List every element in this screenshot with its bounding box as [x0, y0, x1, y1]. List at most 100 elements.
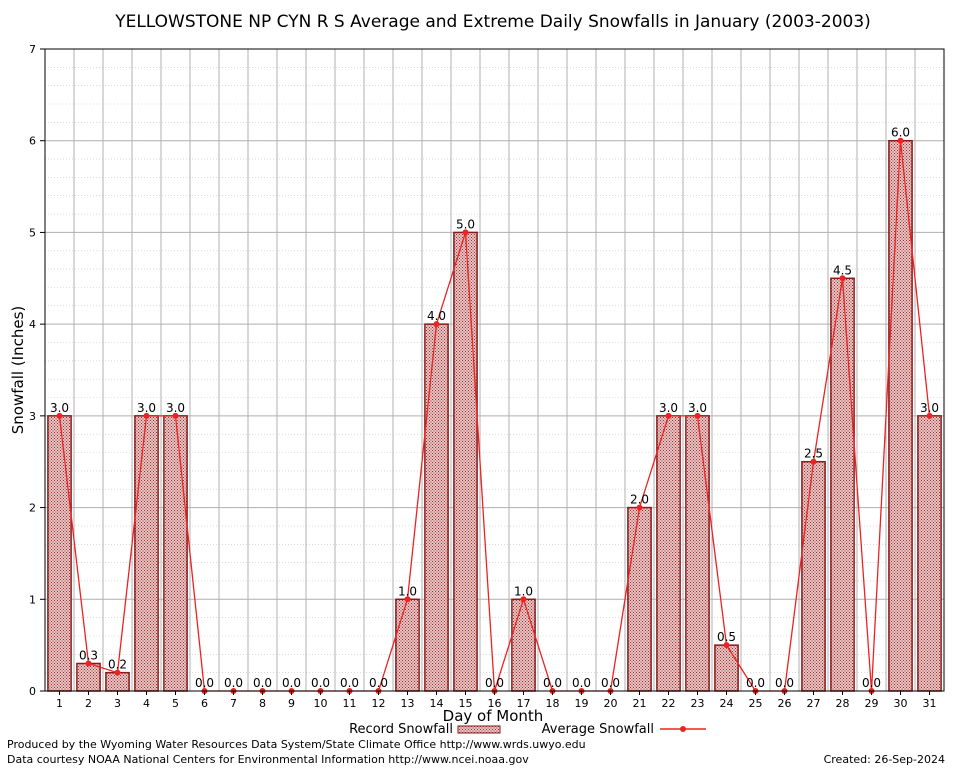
y-tick-label: 7 [29, 43, 36, 56]
data-label: 0.0 [369, 676, 388, 690]
data-label: 0.3 [79, 648, 98, 662]
x-tick-label: 27 [807, 697, 821, 710]
y-tick-label: 4 [29, 318, 36, 331]
x-tick-label: 2 [85, 697, 92, 710]
average-marker [810, 458, 817, 465]
data-label: 3.0 [659, 401, 678, 415]
data-label: 0.0 [195, 676, 214, 690]
data-label: 1.0 [514, 584, 533, 598]
x-tick-label: 12 [372, 697, 386, 710]
y-tick-label: 1 [29, 593, 36, 606]
legend-label-record: Record Snowfall [349, 722, 453, 737]
x-axis-title: Day of Month [443, 707, 544, 725]
data-label: 0.0 [282, 676, 301, 690]
bar [714, 644, 739, 692]
data-label: 0.0 [224, 676, 243, 690]
data-label: 3.0 [137, 401, 156, 415]
chart-title: YELLOWSTONE NP CYN R S Average and Extre… [114, 12, 871, 32]
bar [627, 506, 652, 692]
x-tick-label: 8 [259, 697, 266, 710]
x-tick-label: 25 [749, 697, 763, 710]
data-label: 5.0 [456, 217, 475, 231]
average-marker [143, 412, 150, 419]
average-marker [404, 596, 411, 603]
bar [511, 598, 536, 692]
bar [801, 460, 826, 692]
data-label: 0.5 [717, 630, 736, 644]
data-label: 0.0 [572, 676, 591, 690]
average-marker [665, 412, 672, 419]
data-label: 4.5 [833, 263, 852, 277]
x-tick-label: 19 [575, 697, 589, 710]
bar [47, 415, 72, 692]
x-tick-label: 16 [488, 697, 502, 710]
bar [685, 415, 710, 692]
data-label: 0.0 [253, 676, 272, 690]
average-marker [172, 412, 179, 419]
data-label: 0.0 [775, 676, 794, 690]
bar [163, 415, 188, 692]
footer-producer: Produced by the Wyoming Water Resources … [7, 738, 586, 751]
data-label: 1.0 [398, 584, 417, 598]
data-label: 3.0 [920, 401, 939, 415]
data-label: 2.0 [630, 493, 649, 507]
legend-label-average: Average Snowfall [542, 722, 654, 737]
data-label: 0.0 [746, 676, 765, 690]
bar [424, 323, 449, 692]
data-label: 0.0 [340, 676, 359, 690]
bar [656, 415, 681, 692]
legend-swatch-average-marker [680, 726, 686, 732]
data-label: 0.0 [543, 676, 562, 690]
data-label: 0.2 [108, 658, 127, 672]
data-label: 3.0 [166, 401, 185, 415]
average-marker [85, 660, 92, 667]
x-tick-label: 9 [288, 697, 295, 710]
footer-courtesy: Data courtesy NOAA National Centers for … [7, 753, 529, 766]
average-marker [433, 321, 440, 328]
average-marker [114, 669, 121, 676]
x-tick-label: 4 [143, 697, 150, 710]
x-tick-label: 31 [923, 697, 937, 710]
y-tick-label: 5 [29, 226, 36, 239]
x-tick-label: 26 [778, 697, 792, 710]
data-label: 0.0 [485, 676, 504, 690]
grid [45, 48, 944, 692]
x-tick-label: 6 [201, 697, 208, 710]
bar [76, 662, 101, 692]
average-marker [462, 229, 469, 236]
average-marker [723, 642, 730, 649]
x-tick-label: 22 [662, 697, 676, 710]
bar [134, 415, 159, 692]
x-tick-label: 30 [894, 697, 908, 710]
data-label: 0.0 [862, 676, 881, 690]
y-axis-title: Snowfall (Inches) [9, 306, 27, 434]
average-marker [926, 412, 933, 419]
bar [917, 415, 942, 692]
x-tick-label: 13 [401, 697, 415, 710]
y-tick-label: 3 [29, 410, 36, 423]
y-tick-label: 2 [29, 502, 36, 515]
bar-series [47, 139, 942, 692]
x-tick-label: 5 [172, 697, 179, 710]
average-marker [56, 412, 63, 419]
x-tick-label: 7 [230, 697, 237, 710]
x-tick-label: 21 [633, 697, 647, 710]
x-tick-label: 18 [546, 697, 560, 710]
bar [395, 598, 420, 692]
x-tick-label: 23 [691, 697, 705, 710]
legend-swatch-record [457, 725, 501, 734]
average-marker [694, 412, 701, 419]
x-tick-label: 11 [343, 697, 357, 710]
legend: Record Snowfall Average Snowfall [349, 722, 706, 737]
y-tick-label: 6 [29, 135, 36, 148]
x-tick-label: 24 [720, 697, 734, 710]
data-label: 6.0 [891, 126, 910, 140]
x-tick-label: 1 [56, 697, 63, 710]
average-marker [839, 275, 846, 282]
footer-created: Created: 26-Sep-2024 [823, 753, 945, 766]
average-marker [636, 504, 643, 511]
x-tick-label: 28 [836, 697, 850, 710]
data-label: 3.0 [50, 401, 69, 415]
